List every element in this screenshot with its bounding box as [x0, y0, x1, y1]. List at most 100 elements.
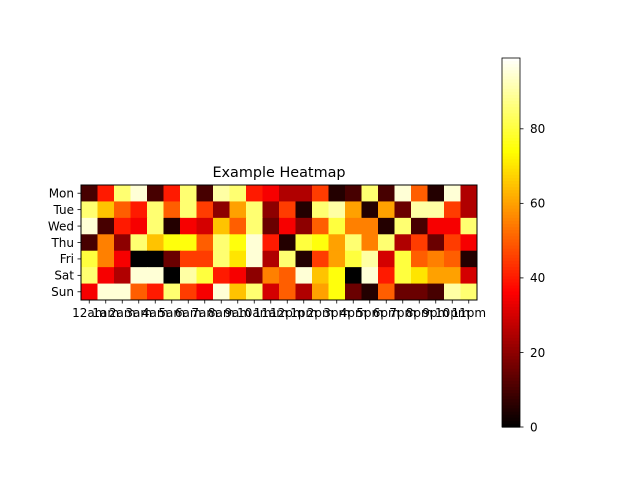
colorbar-gradient-slice — [502, 350, 520, 354]
heatmap-cell — [180, 234, 197, 252]
heatmap-cell — [163, 283, 181, 301]
heatmap-cell — [246, 185, 263, 202]
heatmap-cell — [180, 185, 197, 202]
heatmap-cell — [427, 234, 445, 252]
heatmap-cell — [345, 250, 362, 268]
x-tick-label: 8pm — [406, 306, 433, 320]
colorbar-tick-label: 60 — [530, 197, 545, 211]
heatmap-cell — [229, 250, 247, 268]
heatmap-cell — [394, 283, 412, 301]
heatmap-cell — [328, 201, 346, 219]
y-tick-label: Thu — [50, 236, 74, 250]
colorbar-gradient-slice — [502, 153, 520, 157]
heatmap-cell — [81, 217, 98, 235]
colorbar-gradient-slice — [502, 368, 520, 373]
heatmap-cell — [213, 201, 230, 219]
colorbar-frame — [501, 57, 521, 428]
colorbar-gradient-slice — [502, 88, 520, 93]
x-tick-label: 11pm — [451, 306, 486, 320]
heatmap-cell — [147, 267, 164, 285]
colorbar-tick-label: 40 — [530, 271, 545, 285]
colorbar-gradient-slice — [502, 405, 520, 410]
heatmap-cell — [460, 185, 478, 202]
colorbar-gradient-slice — [502, 202, 520, 207]
colorbar-gradient-slice — [502, 122, 520, 127]
colorbar-gradient-slice — [502, 334, 520, 339]
heatmap-cell — [213, 185, 230, 202]
colorbar-gradient-slice — [502, 61, 520, 65]
colorbar-gradient-slice — [502, 276, 520, 280]
heatmap-cell — [213, 267, 230, 285]
heatmap-cell — [196, 234, 214, 252]
colorbar-gradient-slice — [502, 91, 520, 96]
heatmap-cell — [114, 267, 131, 285]
x-tick-label: 3pm — [323, 306, 350, 320]
heatmap-cell — [229, 185, 247, 202]
heatmap-cell — [312, 250, 329, 268]
heatmap-cell — [427, 217, 445, 235]
heatmap-cell — [147, 250, 164, 268]
heatmap-cell — [180, 267, 197, 285]
heatmap-cell — [295, 217, 313, 235]
heatmap-cell — [114, 201, 131, 219]
heatmap-cell — [394, 217, 412, 235]
colorbar-gradient-slice — [502, 390, 520, 394]
heatmap-cell — [427, 267, 445, 285]
heatmap-cell — [213, 283, 230, 301]
colorbar-gradient-slice — [502, 273, 520, 277]
heatmap-cell — [229, 283, 247, 301]
heatmap-cell — [196, 250, 214, 268]
colorbar-gradient-slice — [502, 128, 520, 133]
heatmap-cells — [81, 185, 478, 301]
colorbar-gradient-slice — [502, 325, 520, 330]
colorbar-gradient-slice — [502, 162, 520, 167]
heatmap-cell — [279, 234, 296, 252]
x-tick-label: 1am — [92, 306, 119, 320]
heatmap-cell — [130, 234, 148, 252]
colorbar-gradient-slice — [502, 297, 520, 302]
chart-title: Example Heatmap — [212, 165, 345, 181]
heatmap-cell — [328, 185, 346, 202]
heatmap-cell — [295, 267, 313, 285]
y-tick-label: Mon — [49, 187, 74, 201]
heatmap-cell — [81, 234, 98, 252]
colorbar-tick-label: 20 — [530, 346, 545, 360]
colorbar-gradient-slice — [502, 236, 520, 241]
colorbar-gradient-slice — [502, 288, 520, 293]
heatmap-cell — [295, 234, 313, 252]
colorbar-gradient-slice — [502, 76, 520, 81]
y-tick-label: Sat — [54, 269, 74, 283]
colorbar-gradient-slice — [502, 374, 520, 379]
heatmap-cell — [328, 234, 346, 252]
colorbar-gradient-slice — [502, 343, 520, 348]
heatmap-cell — [312, 217, 329, 235]
colorbar-gradient-slice — [502, 316, 520, 320]
heatmap-cell — [246, 201, 263, 219]
colorbar-gradient-slice — [502, 347, 520, 351]
heatmap-cell — [378, 234, 395, 252]
colorbar-gradient-slice — [502, 371, 520, 376]
heatmap-cell — [262, 201, 280, 219]
colorbar-gradient-slice — [502, 107, 520, 111]
colorbar-gradient-slice — [502, 217, 520, 222]
heatmap-cell — [262, 250, 280, 268]
heatmap-cell — [328, 250, 346, 268]
heatmap-cell — [394, 201, 412, 219]
colorbar-gradient-slice — [502, 159, 520, 164]
colorbar-gradient-slice — [502, 147, 520, 151]
colorbar-gradient-slice — [502, 94, 520, 99]
heatmap-cell — [229, 234, 247, 252]
colorbar-gradient-slice — [502, 340, 520, 345]
y-tick-label: Fri — [60, 252, 74, 266]
heatmap-cell — [378, 267, 395, 285]
colorbar-gradient-slice — [502, 251, 520, 256]
heatmap-cell — [130, 267, 148, 285]
heatmap-cell — [295, 201, 313, 219]
colorbar-gradient-slice — [502, 64, 520, 68]
colorbar-gradient-slice — [502, 322, 520, 327]
heatmap-cell — [114, 250, 131, 268]
colorbar-gradient-slice — [502, 313, 520, 317]
colorbar-gradient-slice — [502, 260, 520, 265]
heatmap-cell — [460, 217, 478, 235]
heatmap-cell — [361, 201, 379, 219]
